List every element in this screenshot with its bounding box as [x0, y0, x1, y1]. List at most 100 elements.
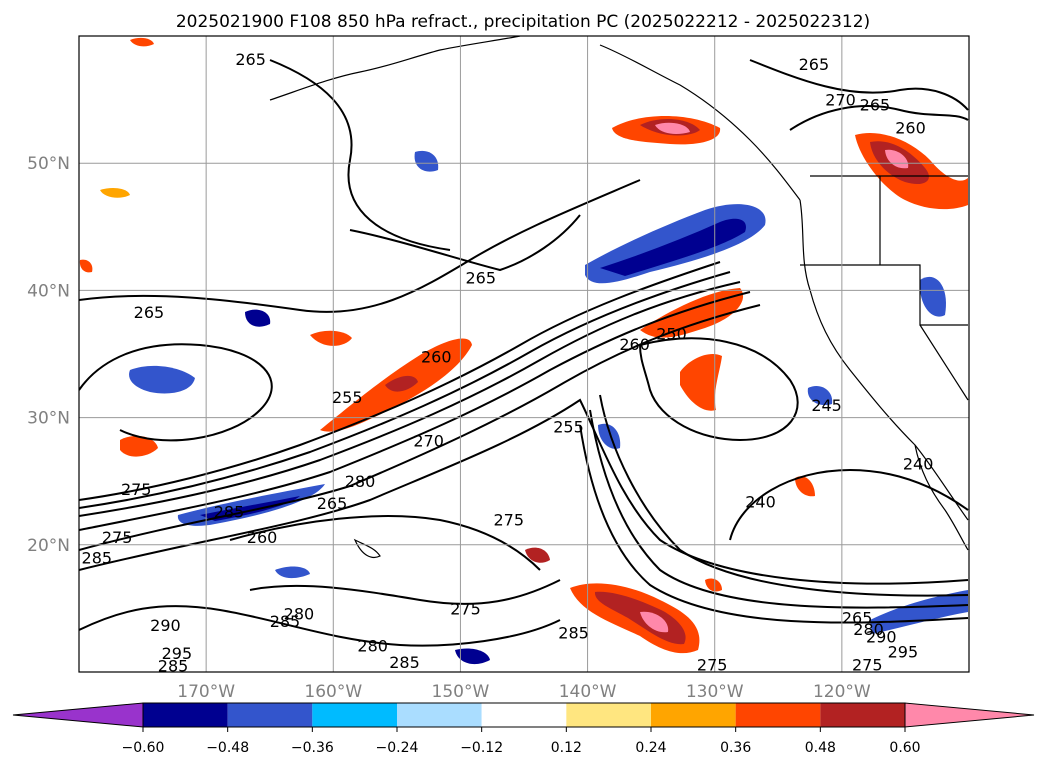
contour-label: 285	[389, 653, 420, 672]
contour-label: 275	[697, 655, 728, 674]
lat-tick-label: 30°N	[27, 409, 70, 429]
chart-title: 2025021900 F108 850 hPa refract., precip…	[176, 12, 870, 32]
contour-line	[579, 424, 969, 624]
precip-negative-region	[919, 276, 946, 317]
precip-negative-region	[245, 309, 271, 327]
contour-line	[79, 398, 969, 585]
contour-label: 295	[162, 644, 193, 663]
colorbar-segment	[312, 703, 397, 727]
contour-label: 265	[134, 303, 165, 322]
colorbar-segment	[651, 703, 736, 727]
hawaii-islands	[353, 538, 381, 559]
contour-label: 270	[825, 91, 856, 110]
contour-label: 260	[247, 528, 278, 547]
precip-negative-region	[200, 496, 300, 521]
coastline-baja	[914, 444, 969, 551]
contour-label: 285	[82, 549, 113, 568]
precip-positive-region	[120, 435, 158, 457]
colorbar-extend-high	[904, 702, 1035, 728]
precip-negative-region	[414, 150, 439, 172]
coastline-alaska-south	[599, 44, 801, 201]
map-background	[79, 36, 969, 672]
colorbar: −0.60 −0.48 −0.36 −0.24 −0.12 0.12 0.24 0.36 0.4…	[12, 702, 1035, 756]
precip-negative-region	[870, 590, 968, 634]
colorbar-tick-label: −0.36	[291, 740, 334, 756]
contour-label: 275	[493, 510, 524, 529]
colorbar-segment	[143, 703, 228, 727]
contour-label: 290	[866, 627, 897, 646]
contour-line	[749, 59, 969, 111]
precip-positive-region	[385, 375, 418, 392]
contour-line	[79, 261, 721, 501]
contour-label: 265	[842, 608, 873, 627]
precip-positive-region	[130, 37, 154, 47]
precip-negative-region	[129, 365, 195, 394]
contour-label: 265	[799, 55, 830, 74]
contour-line	[79, 605, 561, 647]
lat-tick-labels: 20°N 30°N 40°N 50°N	[27, 154, 70, 556]
colorbar-extend-low	[12, 702, 144, 728]
precip-shading	[79, 37, 968, 665]
contour-line	[638, 337, 799, 442]
precip-positive-region	[795, 476, 815, 497]
precip-negative-region	[600, 218, 746, 276]
precip-positive-region	[640, 611, 669, 633]
contour-label: 285	[270, 612, 301, 631]
precip-positive-region	[525, 547, 550, 563]
contour-line	[599, 394, 969, 597]
contour-label: 265	[860, 96, 891, 115]
contour-label: 260	[895, 119, 926, 138]
colorbar-tick-label: 0.48	[805, 740, 836, 756]
refractivity-contours	[79, 59, 969, 647]
precip-positive-region	[310, 330, 352, 346]
contour-line	[79, 179, 641, 313]
contour-label: 245	[811, 396, 842, 415]
precip-positive-region	[100, 187, 130, 198]
contour-label: 275	[121, 480, 152, 499]
lon-tick-label: 150°W	[432, 682, 490, 702]
lon-tick-label: 130°W	[686, 682, 744, 702]
lon-tick-label: 170°W	[177, 682, 235, 702]
contour-line	[229, 515, 541, 571]
contour-line	[79, 304, 761, 551]
contour-label: 295	[888, 643, 919, 662]
lat-tick-label: 40°N	[27, 281, 70, 301]
contour-line	[79, 291, 751, 531]
lon-tick-label: 140°W	[559, 682, 617, 702]
colorbar-segment	[820, 703, 905, 727]
colorbar-segment	[481, 703, 567, 727]
map-frame	[78, 35, 970, 673]
contour-label: 240	[745, 493, 776, 512]
colorbar-tick-label: −0.48	[206, 740, 249, 756]
gridlines	[79, 36, 969, 672]
coastline-west-us	[799, 199, 969, 521]
contour-line	[589, 409, 969, 609]
contour-label: 260	[619, 335, 650, 354]
contour-line	[79, 271, 731, 509]
colorbar-segment	[735, 703, 821, 727]
precip-positive-region	[705, 578, 722, 592]
contour-line	[79, 281, 741, 517]
contour-label: 265	[235, 50, 266, 69]
contour-line	[79, 343, 273, 442]
colorbar-tick-label: 0.60	[889, 740, 920, 756]
contour-line	[269, 59, 451, 251]
contour-label: 265	[465, 269, 496, 288]
contour-label: 255	[332, 388, 363, 407]
precip-negative-region	[807, 385, 833, 406]
lat-tick-label: 50°N	[27, 154, 70, 174]
contour-line	[249, 579, 561, 605]
colorbar-tick-label: 0.36	[720, 740, 751, 756]
lon-tick-labels: 170°W 160°W 150°W 140°W 130°W 120°W	[177, 682, 871, 702]
contour-label: 280	[357, 636, 388, 655]
precip-negative-region	[598, 423, 621, 449]
colorbar-tick-label: 0.12	[551, 740, 582, 756]
precip-positive-region	[79, 259, 93, 273]
contour-line	[789, 105, 969, 131]
contour-label: 285	[158, 657, 189, 676]
precip-negative-region	[275, 566, 310, 579]
contour-label: 240	[903, 454, 934, 473]
colorbar-tick-label: −0.60	[122, 740, 165, 756]
lat-tick-label: 20°N	[27, 536, 70, 556]
